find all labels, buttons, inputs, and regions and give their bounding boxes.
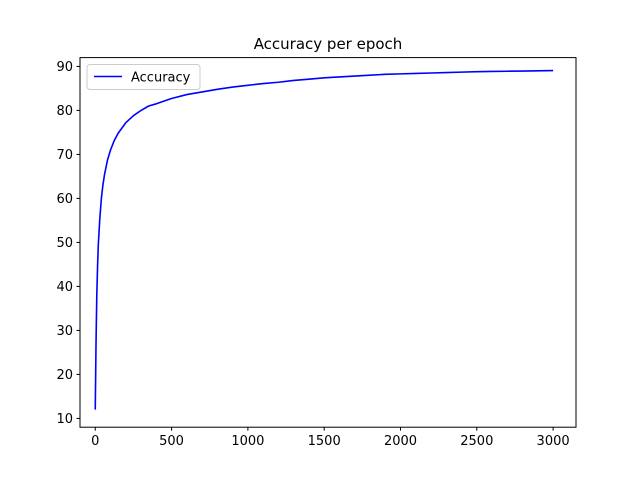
y-tick-label: 80	[56, 104, 73, 119]
series-line-accuracy	[94, 69, 554, 410]
y-tick-label: 70	[56, 148, 73, 163]
axes-frame	[79, 57, 577, 428]
x-tick-label: 1500	[308, 434, 341, 449]
x-tick-label: 3000	[537, 434, 570, 449]
y-tick-label: 50	[56, 236, 73, 251]
x-tick-label: 0	[91, 434, 99, 449]
y-tick-label: 60	[56, 192, 73, 207]
y-tick-label: 90	[56, 60, 73, 75]
legend-box	[86, 64, 201, 90]
chart-title: Accuracy per epoch	[254, 35, 403, 53]
y-tick-label: 40	[56, 280, 73, 295]
axis-ticks: 0 500 1000 1500 2000 2500 3000 10 20 30 40 50 60 70 80…	[56, 60, 569, 449]
legend-label-accuracy: Accuracy	[131, 71, 191, 86]
x-tick-label: 2500	[460, 434, 493, 449]
x-tick-label: 1000	[231, 434, 264, 449]
x-tick-label: 2000	[384, 434, 417, 449]
y-tick-label: 20	[56, 368, 73, 383]
plot-area	[94, 69, 554, 410]
y-tick-label: 30	[56, 324, 73, 339]
legend: Accuracy	[86, 64, 201, 90]
x-tick-label: 500	[159, 434, 184, 449]
y-tick-label: 10	[56, 412, 73, 427]
